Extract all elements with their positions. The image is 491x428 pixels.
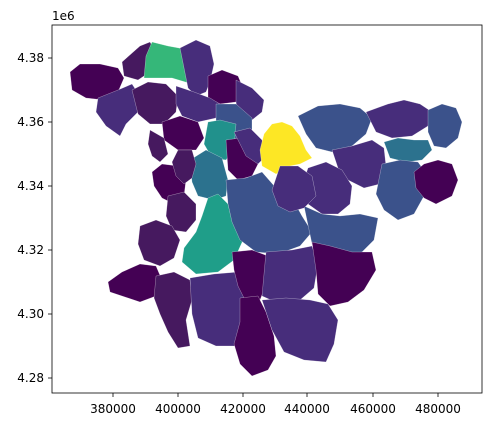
region-center-east bbox=[271, 165, 317, 213]
region-southwest-b bbox=[107, 263, 163, 303]
region-west-mid-c bbox=[171, 149, 197, 185]
x-tick-label: 480000 bbox=[415, 402, 461, 416]
axes-frame bbox=[51, 24, 483, 394]
region-east-north-b bbox=[365, 99, 433, 139]
region-west-mid-b bbox=[165, 191, 197, 233]
y-tick-label: 4.28 bbox=[17, 371, 44, 385]
map-regions bbox=[69, 39, 463, 377]
region-mid-west-a bbox=[161, 115, 205, 151]
x-axis: 380000 400000 420000 440000 460000 48000… bbox=[90, 393, 461, 416]
x-tick-label: 380000 bbox=[90, 402, 136, 416]
x-tick-label: 460000 bbox=[350, 402, 396, 416]
x-tick-label: 420000 bbox=[220, 402, 266, 416]
x-tick-label: 400000 bbox=[155, 402, 201, 416]
region-center-large bbox=[225, 171, 313, 255]
region-south-lower-a bbox=[233, 295, 277, 377]
region-east-band bbox=[383, 137, 433, 163]
region-yellow bbox=[259, 121, 313, 175]
region-south-lower-b bbox=[261, 297, 339, 363]
y-offset-label: 1e6 bbox=[52, 9, 75, 23]
region-northwest bbox=[69, 63, 125, 101]
y-tick-label: 4.34 bbox=[17, 179, 44, 193]
region-south-center-a bbox=[153, 271, 193, 349]
region-south-east-a bbox=[311, 241, 377, 307]
region-teal-mid bbox=[189, 149, 229, 201]
region-southwest-a bbox=[137, 219, 181, 267]
region-center-west bbox=[131, 81, 179, 125]
y-tick-label: 4.30 bbox=[17, 307, 44, 321]
region-mid-west-b bbox=[147, 129, 169, 163]
x-tick-label: 440000 bbox=[284, 402, 330, 416]
region-east-north-c bbox=[427, 103, 463, 149]
y-tick-label: 4.32 bbox=[17, 243, 44, 257]
region-east-north-a bbox=[297, 103, 373, 153]
region-west-upper bbox=[95, 83, 141, 137]
y-axis: 4.28 4.30 4.32 4.34 4.36 4.38 bbox=[17, 51, 52, 385]
y-tick-label: 4.38 bbox=[17, 51, 44, 65]
region-east-far bbox=[413, 159, 459, 205]
y-tick-label: 4.36 bbox=[17, 115, 44, 129]
region-south-center-d bbox=[261, 245, 319, 305]
